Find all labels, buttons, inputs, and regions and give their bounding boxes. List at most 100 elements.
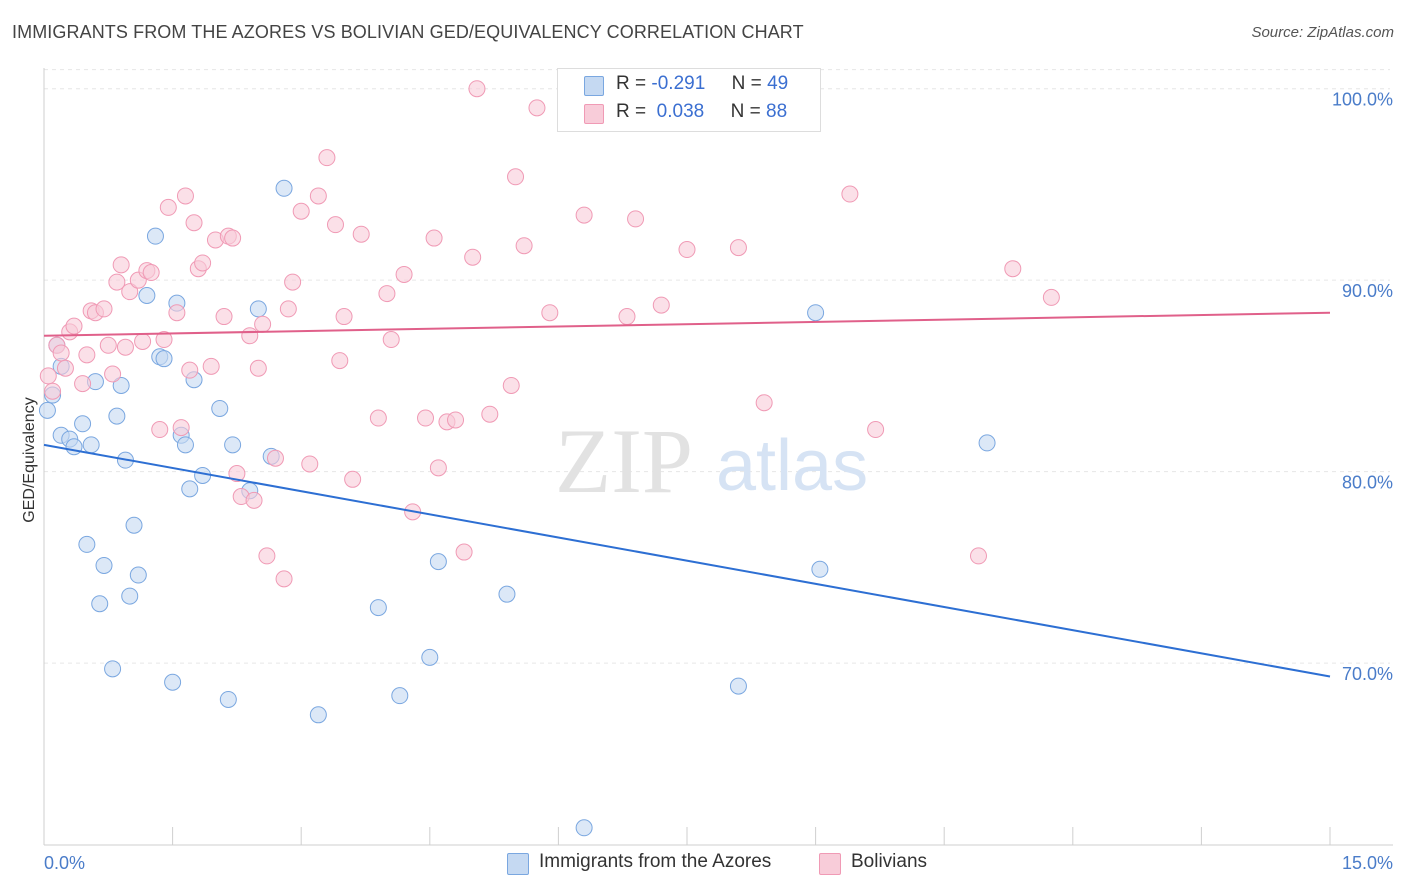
legend-swatch-azores: [584, 76, 604, 96]
point-bolivians: [326, 216, 344, 234]
point-bolivians: [378, 285, 396, 303]
point-azores: [95, 556, 113, 574]
point-bolivians: [44, 382, 62, 400]
y-tick-label: 90.0%: [1342, 281, 1393, 301]
point-bolivians: [447, 411, 465, 429]
point-bolivians: [52, 344, 70, 362]
legend-r-value: -0.291: [651, 73, 706, 94]
point-azores: [211, 399, 229, 417]
point-bolivians: [867, 421, 885, 439]
trend-line-azores: [43, 443, 1331, 678]
y-tick-label: 70.0%: [1342, 664, 1393, 684]
point-bolivians: [215, 308, 233, 326]
y-tick-label: 80.0%: [1342, 473, 1393, 493]
point-bolivians: [104, 365, 122, 383]
point-azores: [129, 566, 147, 584]
point-azores: [224, 436, 242, 454]
legend-r-label: R =: [616, 101, 647, 122]
point-bolivians: [335, 308, 353, 326]
point-bolivians: [142, 264, 160, 282]
point-bolivians: [266, 449, 284, 467]
trend-line-bolivians: [43, 311, 1331, 337]
point-bolivians: [652, 296, 670, 314]
point-azores: [811, 560, 829, 578]
point-bolivians: [369, 409, 387, 427]
bottom-legend-label-azores: Immigrants from the Azores: [539, 851, 772, 872]
chart-title: IMMIGRANTS FROM THE AZORES VS BOLIVIAN G…: [12, 22, 804, 42]
point-bolivians: [254, 315, 272, 333]
legend-swatch-bolivians: [584, 104, 604, 124]
point-bolivians: [429, 459, 447, 477]
point-bolivians: [344, 470, 362, 488]
legend-r-value: 0.038: [656, 101, 705, 122]
point-bolivians: [969, 547, 987, 565]
point-bolivians: [258, 547, 276, 565]
point-bolivians: [455, 543, 473, 561]
point-azores: [807, 304, 825, 322]
point-bolivians: [284, 273, 302, 291]
axes: [43, 68, 1393, 846]
point-bolivians: [1042, 288, 1060, 306]
point-azores: [275, 179, 293, 197]
legend-n-value: 88: [766, 101, 788, 122]
point-azores: [978, 434, 996, 452]
point-bolivians: [185, 214, 203, 232]
legend-n-label: N =: [730, 101, 761, 122]
grid-lines: [44, 69, 1390, 664]
x-tick-label: 15.0%: [1342, 853, 1393, 873]
point-azores: [164, 673, 182, 691]
point-bolivians: [168, 304, 186, 322]
point-bolivians: [841, 185, 859, 203]
point-azores: [38, 401, 56, 419]
y-tick-label: 100.0%: [1332, 90, 1393, 110]
point-azores: [194, 466, 212, 484]
point-azores: [82, 436, 100, 454]
point-azores: [391, 687, 409, 705]
point-bolivians: [116, 338, 134, 356]
point-bolivians: [301, 455, 319, 473]
point-bolivians: [155, 331, 173, 349]
trend-lines: [43, 311, 1331, 678]
point-azores: [138, 287, 156, 304]
point-bolivians: [78, 346, 96, 364]
point-azores: [121, 587, 139, 605]
point-bolivians: [181, 361, 199, 379]
point-azores: [74, 415, 92, 433]
point-bolivians: [417, 409, 435, 427]
point-bolivians: [99, 336, 117, 354]
point-bolivians: [678, 241, 696, 259]
point-azores: [108, 407, 126, 425]
point-bolivians: [528, 99, 546, 117]
legend-n-label: N =: [731, 73, 762, 94]
point-azores: [309, 706, 327, 724]
point-bolivians: [292, 202, 310, 220]
point-bolivians: [172, 419, 190, 437]
legend-box: R = -0.291 N = 49 R = 0.038 N = 88: [557, 68, 821, 132]
point-bolivians: [74, 375, 92, 393]
point-bolivians: [56, 359, 74, 377]
point-azores: [65, 438, 83, 456]
bottom-legend-swatch-azores: [507, 853, 529, 875]
point-bolivians: [176, 187, 194, 205]
point-bolivians: [134, 332, 152, 350]
point-bolivians: [481, 405, 499, 423]
point-bolivians: [241, 327, 259, 345]
point-bolivians: [468, 80, 486, 98]
point-azores: [181, 480, 199, 498]
point-azores: [78, 535, 96, 553]
point-bolivians: [1004, 260, 1022, 278]
point-bolivians: [507, 168, 525, 186]
point-bolivians: [112, 256, 130, 274]
point-azores: [498, 585, 516, 603]
point-bolivians: [502, 376, 520, 394]
point-bolivians: [515, 237, 533, 255]
point-bolivians: [224, 229, 242, 247]
point-bolivians: [95, 300, 113, 318]
point-azores: [219, 690, 237, 708]
point-azores: [369, 599, 387, 617]
point-bolivians: [65, 317, 83, 335]
point-bolivians: [39, 367, 57, 385]
watermark-atlas: atlas: [716, 426, 868, 506]
bottom-legend-label-bolivians: Bolivians: [851, 851, 928, 872]
